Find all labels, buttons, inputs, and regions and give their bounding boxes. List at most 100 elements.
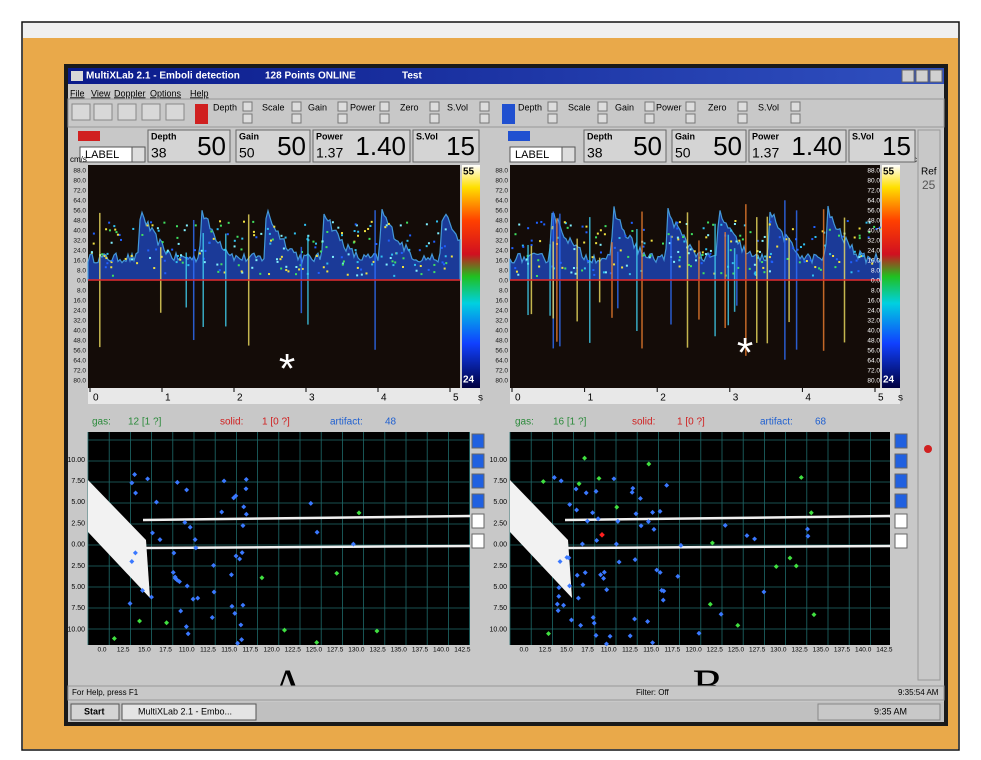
toolbar-button[interactable] [141,103,161,121]
scatter-button[interactable] [894,433,908,449]
event-dot [259,575,265,581]
event-dot [659,587,665,593]
spin-button[interactable] [429,101,440,112]
doppler-speckle [119,238,122,241]
doppler-speckle [326,230,329,233]
spin-button[interactable] [291,113,302,124]
doppler-speckle [648,256,651,259]
doppler-speckle [741,238,744,241]
doppler-speckle [853,236,856,239]
spin-button[interactable] [644,101,655,112]
spin-button[interactable] [790,113,801,124]
window-button[interactable] [929,69,943,83]
spin-button[interactable] [242,113,253,124]
window-button[interactable] [915,69,929,83]
doppler-speckle [595,236,598,239]
spin-button[interactable] [337,113,348,124]
spin-button[interactable] [685,113,696,124]
doppler-speckle [204,249,207,252]
scatter-button[interactable] [471,453,485,469]
event-dot [632,557,638,563]
doppler-speckle [114,228,117,231]
dropdown-button[interactable] [131,146,146,163]
event-dot [594,537,600,543]
menu-item: Options [150,88,182,98]
spin-button[interactable] [547,113,558,124]
colorbar [462,165,480,388]
dropdown-button[interactable] [561,146,576,163]
doppler-speckle [236,235,239,238]
doppler-speckle [805,260,808,263]
spin-button[interactable] [379,101,390,112]
spin-button[interactable] [429,113,440,124]
depth-setting: 50 [633,131,662,161]
scatter-button[interactable] [894,493,908,509]
toolbar-button[interactable] [93,103,113,121]
spin-button[interactable] [790,101,801,112]
velocity-tick: 40.0 [495,328,508,335]
toolbar-button[interactable] [165,103,185,121]
spin-button[interactable] [597,101,608,112]
doppler-speckle [676,236,679,239]
scatter-y-tick: 10.00 [489,626,507,633]
spin-button[interactable] [597,113,608,124]
stat-solid: solid: [220,417,243,428]
doppler-speckle [702,227,705,230]
doppler-speckle [233,245,236,248]
scatter-x-tick: 120.0 [263,647,280,654]
time-unit: s [478,393,483,404]
doppler-speckle [803,243,806,246]
doppler-speckle [433,271,436,274]
scatter-button[interactable] [471,433,485,449]
toolbar-button[interactable] [117,103,137,121]
spin-button[interactable] [479,113,490,124]
spin-button[interactable] [547,101,558,112]
doppler-speckle [163,221,166,224]
stat-artifact-value: 48 [385,417,397,428]
spin-button[interactable] [242,101,253,112]
scatter-button[interactable] [894,513,908,529]
doppler-speckle [287,270,290,273]
spin-button[interactable] [737,101,748,112]
scatter-button[interactable] [894,453,908,469]
doppler-speckle [108,221,111,224]
scatter-button[interactable] [894,533,908,549]
spin-button[interactable] [337,101,348,112]
scatter-button[interactable] [471,473,485,489]
doppler-speckle [749,231,752,234]
gain-value: 50 [675,145,691,161]
time-tick-label: 3 [733,393,739,404]
sidebar [917,129,941,681]
event-dot [660,597,666,603]
window-button[interactable] [901,69,915,83]
scatter-x-tick: 135.0 [813,647,830,654]
doppler-speckle [596,232,599,235]
doppler-speckle [271,238,274,241]
scatter-button[interactable] [894,473,908,489]
doppler-speckle [389,257,392,260]
spin-button[interactable] [291,101,302,112]
spin-button[interactable] [644,113,655,124]
start-button[interactable] [70,703,120,721]
scatter-button[interactable] [471,513,485,529]
toolbar-button[interactable] [71,103,91,121]
doppler-speckle [834,266,837,269]
scatter-button[interactable] [471,533,485,549]
event-dot [627,633,633,639]
time-axis [88,388,480,404]
spin-button[interactable] [479,101,490,112]
doppler-speckle [867,236,870,239]
scatter-button[interactable] [471,493,485,509]
doppler-speckle [299,264,302,267]
spin-button[interactable] [379,113,390,124]
value-box [583,129,667,163]
spin-button[interactable] [737,113,748,124]
event-dot [678,542,684,548]
doppler-speckle [739,234,742,237]
record-button[interactable] [924,445,932,453]
spin-button[interactable] [685,101,696,112]
doppler-speckle [210,230,213,233]
threshold-line [564,544,891,550]
doppler-speckle [604,225,607,228]
task-button[interactable] [121,703,257,721]
